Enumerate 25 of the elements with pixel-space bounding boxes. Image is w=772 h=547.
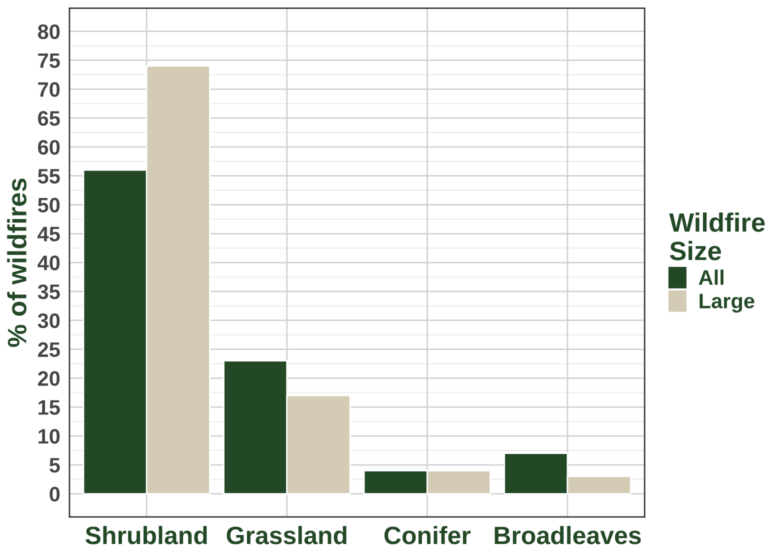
y-tick-label: 70 xyxy=(38,82,60,97)
legend-title: Wildfire Size xyxy=(669,212,765,260)
y-tick-label: 5 xyxy=(50,458,60,473)
y-tick-label: 50 xyxy=(38,198,60,213)
x-tick-label: Shrubland xyxy=(86,526,207,544)
y-tick-label: 20 xyxy=(38,371,60,386)
y-tick-label: 45 xyxy=(38,226,60,242)
legend-label: Large xyxy=(700,294,754,313)
y-tick-label: 80 xyxy=(38,24,60,40)
y-tick-label: 25 xyxy=(38,342,60,358)
y-tick-label: 15 xyxy=(38,400,60,415)
y-tick-label: 75 xyxy=(38,53,60,68)
y-tick-label: 40 xyxy=(38,256,60,270)
x-tick-label: Broadleaves xyxy=(494,526,641,544)
legend-label: All xyxy=(698,270,724,285)
y-tick-label: 65 xyxy=(38,111,60,126)
x-tick-label: Conifer xyxy=(384,526,471,544)
y-tick-label: 60 xyxy=(38,140,60,155)
y-tick-label: 55 xyxy=(38,169,60,184)
y-axis-title: % of wildfires xyxy=(7,178,27,347)
y-tick-label: 10 xyxy=(38,428,60,444)
x-tick-label: Grassland xyxy=(226,526,346,544)
y-tick-label: 0 xyxy=(50,486,60,502)
y-tick-label: 30 xyxy=(38,313,60,328)
y-tick-label: 35 xyxy=(38,284,60,300)
